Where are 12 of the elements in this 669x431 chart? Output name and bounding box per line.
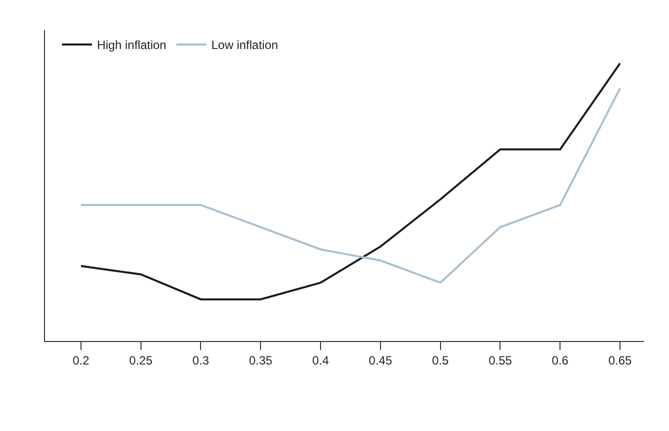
x-tick-label: 0.55 [488,353,512,368]
x-tick-label: 0.4 [312,353,330,368]
legend-label: Low inflation [211,38,278,52]
x-tick-label: 0.35 [248,353,273,368]
legend-label: High inflation [96,38,166,52]
x-tick-label: 0.6 [552,353,569,368]
x-tick-label: 0.2 [72,353,90,368]
x-tick-label: 0.3 [192,353,210,368]
x-tick-label: 0.45 [368,353,392,368]
x-tick-label: 0.25 [129,353,153,368]
x-tick-label: 0.65 [608,353,632,368]
x-tick-label: 0.5 [432,353,450,368]
